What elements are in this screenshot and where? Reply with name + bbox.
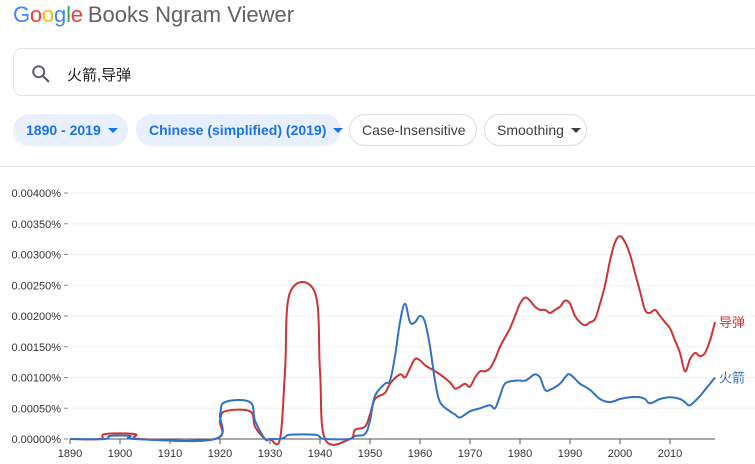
x-tick-label: 2000 [608, 448, 632, 460]
google-logo: Google [13, 2, 83, 27]
logo-letter: e [70, 2, 83, 27]
y-tick-label: 0.00050% [11, 403, 61, 415]
search-input[interactable]: 火箭,导弹 [67, 67, 132, 84]
corpus-label: Chinese (simplified) (2019) [149, 122, 327, 138]
y-tick-label: 0.00100% [11, 373, 61, 385]
caret-down-icon [333, 127, 344, 133]
year-range-label: 1890 - 2019 [26, 122, 101, 138]
x-tick-label: 1930 [258, 448, 282, 460]
y-tick-label: 0.00150% [11, 342, 61, 354]
x-tick-label: 1990 [558, 448, 582, 460]
search-box[interactable]: 火箭,导弹 [13, 48, 755, 96]
logo-letter: l [66, 2, 71, 27]
y-tick-label: 0.00400% [11, 188, 61, 200]
logo-letter: o [29, 2, 42, 27]
x-tick-label: 1950 [358, 448, 382, 460]
y-tick-label: 0.00250% [11, 280, 61, 292]
x-tick-label: 1970 [458, 448, 482, 460]
x-tick-label: 1920 [208, 448, 232, 460]
y-tick-label: 0.00300% [11, 250, 61, 262]
x-tick-label: 1980 [508, 448, 532, 460]
logo-letter: G [13, 2, 30, 27]
x-tick-label: 1960 [408, 448, 432, 460]
corpus-dropdown[interactable]: Chinese (simplified) (2019) [136, 114, 344, 146]
series-line-missile [69, 235, 716, 446]
smoothing-label: Smoothing [497, 122, 564, 138]
series-label: 导弹 [719, 316, 745, 331]
y-tick-label: 0.00350% [11, 219, 61, 231]
logo-letter: o [41, 2, 55, 27]
caret-down-icon [570, 127, 581, 133]
y-tick-label: 0.00000% [11, 434, 61, 446]
x-tick-label: 1890 [58, 448, 82, 460]
series-line-rocket [69, 302, 716, 443]
x-tick-label: 1940 [308, 448, 332, 460]
ngram-chart[interactable]: 0.00000% 0.00050% 0.00100% 0.00150% 0.00200%… [0, 170, 755, 464]
search-icon[interactable] [30, 63, 52, 85]
x-tick-label: 1910 [158, 448, 182, 460]
smoothing-dropdown[interactable]: Smoothing [484, 114, 587, 146]
app-logo[interactable]: Google Books Ngram Viewer [13, 2, 294, 28]
case-insensitive-toggle[interactable]: Case-Insensitive [349, 114, 477, 146]
x-tick-label: 2010 [658, 448, 682, 460]
x-tick-label: 1900 [108, 448, 132, 460]
y-tick-label: 0.00200% [11, 311, 61, 323]
series-label: 火箭 [719, 371, 745, 387]
divider [0, 166, 755, 167]
caret-down-icon [107, 127, 118, 133]
logo-letter: g [54, 2, 67, 27]
app-title: Books Ngram Viewer [87, 2, 295, 27]
year-range-dropdown[interactable]: 1890 - 2019 [13, 114, 128, 146]
case-label: Case-Insensitive [362, 122, 466, 138]
